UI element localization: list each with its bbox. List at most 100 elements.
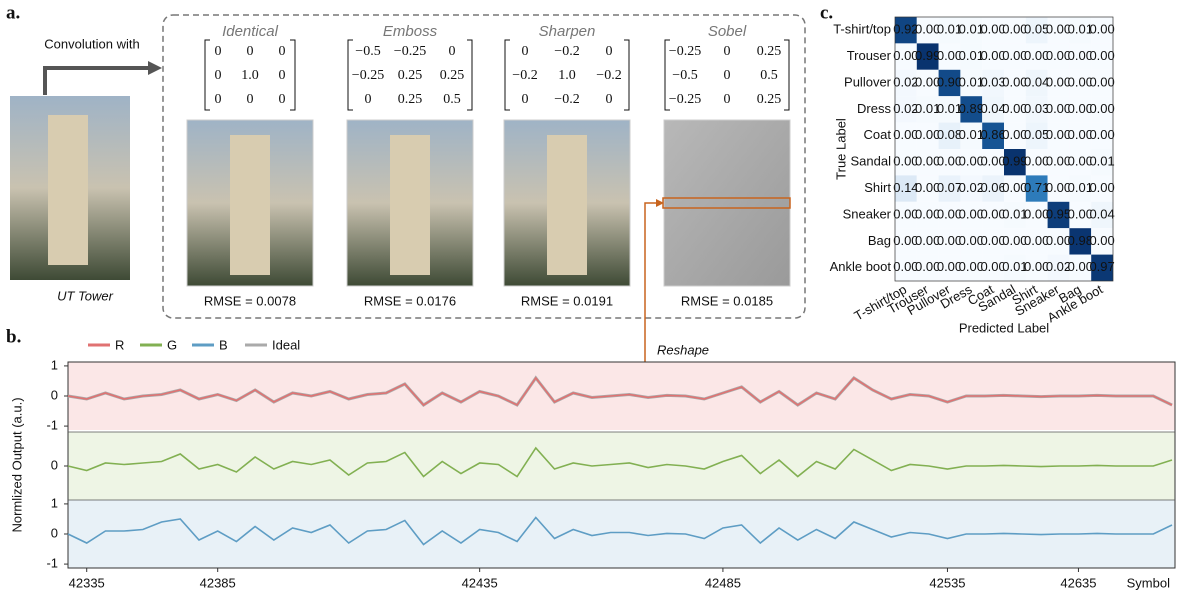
matrix-entry: 0: [724, 44, 731, 59]
matrix-entry: 1.0: [241, 68, 259, 83]
image-caption: UT Tower: [57, 288, 114, 303]
tower-shape: [547, 135, 587, 275]
matrix-entry: 0: [247, 44, 254, 59]
matrix-entry: 0: [279, 68, 286, 83]
cell-label: 0.04: [1089, 206, 1114, 221]
y-axis-label: Normlized Output (a.u.): [9, 397, 24, 532]
matrix-entry: 0.25: [398, 92, 423, 107]
matrix-entry: −0.2: [596, 68, 621, 83]
reshape-label: Reshape: [657, 342, 709, 357]
legend-label: G: [167, 337, 177, 352]
matrix-entry: 1.0: [558, 68, 576, 83]
input-label: Convolution with: [44, 36, 139, 51]
matrix-bracket: [784, 40, 789, 110]
matrix-entry: 0: [449, 44, 456, 59]
y-tick-label: 0: [51, 387, 58, 402]
panel-label: a.: [6, 2, 20, 23]
kernel-name: Emboss: [383, 23, 438, 40]
rmse-label: RMSE = 0.0078: [204, 293, 296, 308]
matrix-entry: −0.2: [554, 44, 579, 59]
matrix-entry: 0.25: [440, 68, 465, 83]
cell-label: 0.00: [1089, 74, 1114, 89]
matrix-entry: −0.25: [669, 44, 701, 59]
kernel-name: Identical: [222, 23, 279, 40]
x-tick-label: 42635: [1060, 575, 1096, 590]
legend-label: Ideal: [272, 337, 300, 352]
output-image: [664, 120, 790, 286]
matrix-entry: −0.2: [554, 92, 579, 107]
cell-label: 0.00: [1089, 101, 1114, 116]
x-axis-label: Symbol: [1127, 575, 1170, 590]
figure: a. Convolution with UT Tower Reshape Ide…: [0, 0, 1177, 598]
rmse-label: RMSE = 0.0176: [364, 293, 456, 308]
cell-label: 0.00: [1089, 127, 1114, 142]
matrix-entry: 0: [724, 68, 731, 83]
y-tick-label: Dress: [857, 101, 891, 116]
matrix-entry: 0: [522, 44, 529, 59]
matrix-entry: 0: [215, 68, 222, 83]
x-tick-label: 42485: [705, 575, 741, 590]
matrix-entry: 0: [215, 44, 222, 59]
y-tick-label: Sneaker: [843, 206, 892, 221]
y-axis-label: True Label: [833, 118, 848, 180]
matrix-entry: 0.25: [398, 68, 423, 83]
matrix-bracket: [205, 40, 210, 110]
arrowhead: [148, 61, 162, 75]
matrix-entry: 0: [724, 92, 731, 107]
y-tick-label: 0: [51, 457, 58, 472]
cell-label: 0.00: [1089, 180, 1114, 195]
kernel-name: Sharpen: [539, 23, 596, 40]
cell-label: 0.01: [1089, 154, 1114, 169]
cell-label: 0.97: [1089, 259, 1114, 274]
tower-shape: [230, 135, 270, 275]
matrix-entry: 0: [215, 92, 222, 107]
y-tick-label: Ankle boot: [830, 259, 892, 274]
cell-label: 0.00: [1089, 22, 1114, 37]
matrix-bracket: [290, 40, 295, 110]
legend-label: R: [115, 337, 124, 352]
reshape-arrow: [645, 203, 660, 362]
matrix-entry: −0.25: [669, 92, 701, 107]
x-tick-label: 42535: [929, 575, 965, 590]
y-tick-label: Bag: [868, 233, 891, 248]
panel-label: c.: [820, 2, 833, 23]
matrix-entry: 0: [606, 44, 613, 59]
y-tick-label: -1: [46, 418, 58, 433]
y-tick-label: Pullover: [844, 74, 892, 89]
matrix-entry: −0.25: [352, 68, 384, 83]
matrix-entry: 0.5: [760, 68, 778, 83]
kernel-name: Sobel: [708, 23, 747, 40]
tower-shape: [48, 115, 88, 265]
y-tick-label: Sandal: [851, 154, 892, 169]
matrix-entry: 0: [365, 92, 372, 107]
matrix-entry: −0.5: [355, 44, 380, 59]
matrix-bracket: [624, 40, 629, 110]
matrix-entry: 0: [279, 44, 286, 59]
matrix-entry: 0: [279, 92, 286, 107]
y-tick-label: 0: [51, 525, 58, 540]
y-tick-label: 1: [51, 495, 58, 510]
x-tick-label: 42335: [69, 575, 105, 590]
arrow: [45, 68, 150, 95]
matrix-entry: 0: [522, 92, 529, 107]
y-tick-label: T-shirt/top: [833, 22, 891, 37]
matrix-entry: 0.5: [443, 92, 461, 107]
matrix-entry: −0.2: [512, 68, 537, 83]
matrix-entry: 0: [247, 92, 254, 107]
x-tick-label: 42435: [462, 575, 498, 590]
y-tick-label: 1: [51, 357, 58, 372]
x-tick-label: 42385: [200, 575, 236, 590]
matrix-bracket: [505, 40, 510, 110]
tower-shape: [390, 135, 430, 275]
y-tick-label: Coat: [864, 127, 892, 142]
matrix-bracket: [467, 40, 472, 110]
matrix-entry: −0.25: [394, 44, 426, 59]
cell-label: 0.00: [1089, 48, 1114, 63]
cell-label: 0.00: [1089, 233, 1114, 248]
matrix-entry: −0.5: [672, 68, 697, 83]
rmse-label: RMSE = 0.0191: [521, 293, 613, 308]
y-tick-label: -1: [46, 556, 58, 571]
rmse-label: RMSE = 0.0185: [681, 293, 773, 308]
panel-label: b.: [6, 326, 21, 347]
y-tick-label: Trouser: [847, 48, 892, 63]
